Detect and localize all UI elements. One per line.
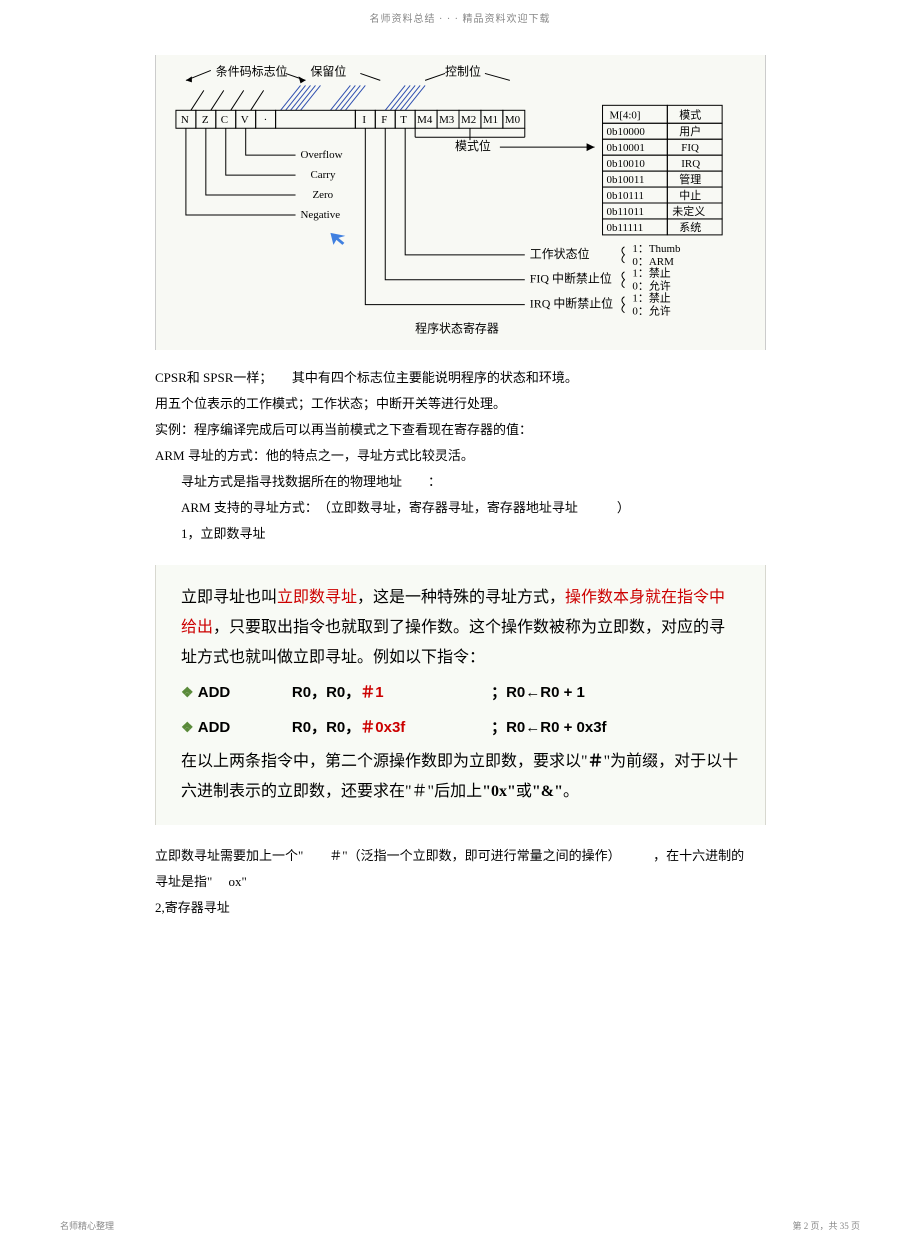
svg-text:0b11011: 0b11011 (607, 206, 645, 218)
label-condition: 条件码标志位 (216, 63, 288, 78)
para-4: ARM 寻址的方式：他的特点之一，寻址方式比较灵活。 (155, 443, 765, 469)
svg-text:0：允许: 0：允许 (632, 279, 670, 293)
svg-text:M0: M0 (505, 114, 521, 126)
svg-text:M1: M1 (483, 114, 498, 126)
svg-text:1：Thumb: 1：Thumb (632, 243, 681, 255)
svg-text:1：禁止: 1：禁止 (632, 267, 670, 280)
asm-line-2: ❖ ADD R0，R0，＃0x3f ；R0←R0 + 0x3f (181, 712, 740, 743)
svg-text:0b10011: 0b10011 (607, 174, 645, 186)
svg-text:·: · (264, 114, 268, 126)
para-6: ARM 支持的寻址方式： （立即数寻址，寄存器寻址，寄存器地址寻址 ） (155, 495, 765, 521)
label-fiq: FIQ 中断禁止位 (530, 271, 612, 286)
svg-text:M[4:0]: M[4:0] (610, 109, 641, 121)
code-text-2: 在以上两条指令中，第二个源操作数即为立即数，要求以"＃"为前缀，对于以十六进制表… (181, 747, 740, 807)
label-psr: 程序状态寄存器 (415, 321, 499, 336)
bit-row: N Z C V · I F T M4 M3 (176, 110, 525, 128)
svg-text:0b10111: 0b10111 (607, 190, 645, 202)
label-control: 控制位 (445, 63, 481, 78)
svg-text:T: T (400, 114, 407, 126)
bullet-icon: ❖ (181, 719, 194, 735)
svg-text:未定义: 未定义 (672, 204, 705, 218)
svg-text:F: F (381, 114, 387, 126)
svg-text:模式: 模式 (679, 108, 701, 121)
svg-text:0b10001: 0b10001 (607, 142, 645, 154)
footer-right: 第 2 页，共 35 页 (792, 1219, 860, 1232)
svg-text:V: V (241, 114, 249, 126)
svg-text:0：允许: 0：允许 (632, 304, 670, 318)
svg-text:I: I (362, 114, 366, 126)
asm-line-1: ❖ ADD R0，R0，＃1 ；R0←R0 + 1 (181, 677, 740, 708)
label-mode-bits: 模式位 (455, 138, 491, 153)
svg-text:管理: 管理 (679, 172, 701, 186)
after-p1a: 立即数寻址需要加上一个" ＃"（泛指一个立即数，即可进行常量之间的操作） ，在十… (155, 843, 765, 869)
body-text: CPSR和 SPSR一样； 其中有四个标志位主要能说明程序的状态和环境。 用五个… (155, 365, 765, 547)
para-3: 实例：程序编译完成后可以再当前模式之下查看现在寄存器的值： (155, 417, 765, 443)
after-p1b: 寻址是指" ox" (155, 869, 765, 895)
label-overflow: Overflow (301, 149, 343, 161)
label-work-state: 工作状态位 (530, 246, 590, 261)
footer-left: 名师精心整理 (60, 1219, 114, 1232)
svg-text:FIQ: FIQ (681, 142, 699, 154)
cursor-icon (330, 233, 345, 245)
bullet-icon: ❖ (181, 684, 194, 700)
svg-text:0b10010: 0b10010 (607, 158, 646, 170)
mode-table: M[4:0] 模式 0b10000 用户 0b10001 FIQ 0b10010… (603, 105, 723, 235)
svg-text:M4: M4 (417, 114, 433, 126)
para-1: CPSR和 SPSR一样； 其中有四个标志位主要能说明程序的状态和环境。 (155, 365, 765, 391)
svg-text:M3: M3 (439, 114, 455, 126)
label-irq: IRQ 中断禁止位 (530, 296, 613, 311)
label-reserved: 保留位 (310, 63, 346, 78)
svg-text:0b10000: 0b10000 (607, 126, 646, 138)
code-text-1: 立即寻址也叫立即数寻址，这是一种特殊的寻址方式，操作数本身就在指令中给出，只要取… (181, 583, 740, 673)
svg-text:1：禁止: 1：禁止 (632, 292, 670, 305)
svg-text:0：ARM: 0：ARM (632, 256, 674, 268)
svg-text:中止: 中止 (679, 189, 701, 202)
cpsr-diagram: 条件码标志位 保留位 控制位 (155, 55, 766, 350)
header-text: 名师资料总结 · · · 精品资料欢迎下载 (370, 14, 551, 25)
svg-text:C: C (221, 114, 228, 126)
svg-text:N: N (181, 114, 189, 126)
para-7: 1，立即数寻址 (155, 521, 765, 547)
svg-text:Z: Z (202, 114, 209, 126)
code-example: 立即寻址也叫立即数寻址，这是一种特殊的寻址方式，操作数本身就在指令中给出，只要取… (155, 565, 766, 825)
para-2: 用五个位表示的工作模式；工作状态；中断开关等进行处理。 (155, 391, 765, 417)
para-5: 寻址方式是指寻找数据所在的物理地址 ： (155, 469, 765, 495)
page-header: 名师资料总结 · · · 精品资料欢迎下载 (0, 0, 920, 25)
label-carry: Carry (310, 169, 335, 181)
svg-text:IRQ: IRQ (681, 158, 700, 170)
main-content: 条件码标志位 保留位 控制位 (0, 25, 920, 921)
after-text: 立即数寻址需要加上一个" ＃"（泛指一个立即数，即可进行常量之间的操作） ，在十… (155, 843, 765, 921)
after-p2: 2,寄存器寻址 (155, 895, 765, 921)
svg-text:系统: 系统 (679, 221, 701, 234)
label-negative: Negative (301, 209, 341, 221)
label-zero: Zero (312, 189, 333, 201)
svg-text:0b11111: 0b11111 (607, 222, 644, 234)
svg-text:M2: M2 (461, 114, 476, 126)
svg-text:用户: 用户 (679, 124, 701, 138)
